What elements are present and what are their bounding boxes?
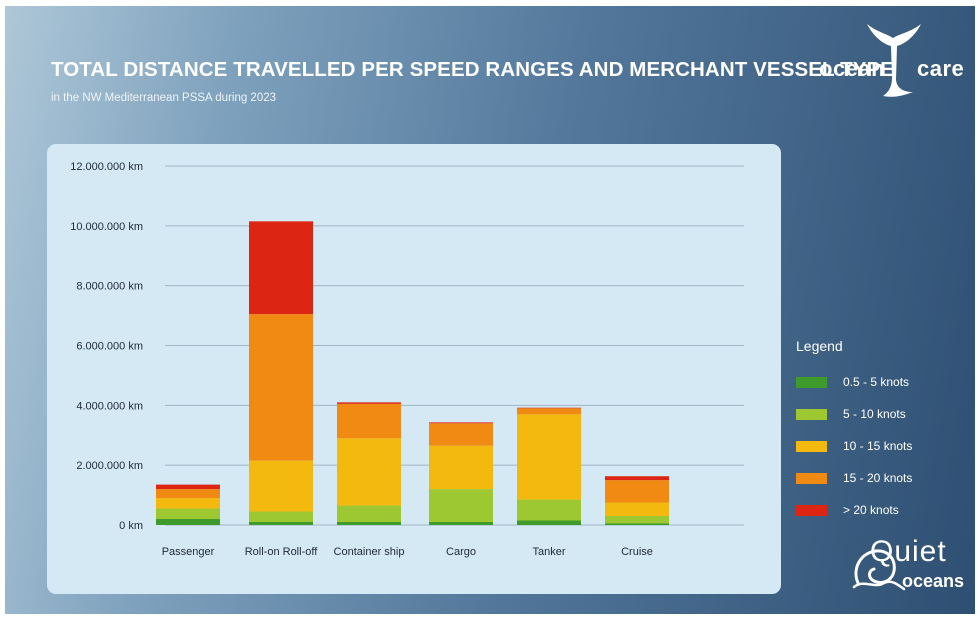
- bar-segment: [429, 423, 493, 446]
- bar-segment: [249, 314, 313, 461]
- quietoceans-logo: Quiet oceans: [848, 535, 973, 605]
- legend-title: Legend: [796, 338, 843, 354]
- bar-segment: [156, 519, 220, 525]
- legend: Legend 0.5 - 5 knots 5 - 10 knots 10 - 15 …: [796, 338, 966, 526]
- bar-segment: [605, 480, 669, 503]
- x-tick-label: Roll-on Roll-off: [245, 546, 318, 558]
- bar-segment: [429, 522, 493, 525]
- legend-item: > 20 knots: [796, 494, 966, 526]
- bar-segment: [429, 422, 493, 424]
- bar-segment: [605, 476, 669, 481]
- bar-segment: [249, 221, 313, 315]
- bar-segment: [337, 403, 401, 439]
- bar-segment: [429, 489, 493, 523]
- legend-label: > 20 knots: [843, 503, 899, 517]
- x-tick-label: Cruise: [621, 546, 653, 558]
- y-tick-label: 4.000.000 km: [76, 400, 143, 412]
- chart-panel: 0 km 2.000.000 km 4.000.000 km 6.000.000 km…: [47, 144, 781, 594]
- x-tick-label: Tanker: [532, 546, 565, 558]
- legend-swatch: [796, 376, 827, 388]
- bar-segment: [337, 522, 401, 525]
- stacked-bar-chart: 0 km 2.000.000 km 4.000.000 km 6.000.000 km…: [70, 161, 744, 558]
- quietoceans-logo-line1: Quiet: [870, 535, 947, 568]
- legend-item: 5 - 10 knots: [796, 398, 966, 430]
- chart-title: TOTAL DISTANCE TRAVELLED PER SPEED RANGE…: [51, 58, 895, 81]
- bar-segment: [605, 516, 669, 524]
- bar-segment: [337, 402, 401, 404]
- oceancare-logo-right: care: [917, 56, 965, 81]
- wave-icon: [852, 549, 906, 591]
- legend-swatch: [796, 408, 827, 420]
- bar-segment: [605, 502, 669, 517]
- whale-tail-icon: [867, 24, 921, 97]
- legend-item: 10 - 15 knots: [796, 430, 966, 462]
- bar-segment: [517, 414, 581, 500]
- legend-swatch: [796, 472, 827, 484]
- bar-segment: [156, 508, 220, 520]
- bar-segment: [517, 499, 581, 521]
- legend-label: 15 - 20 knots: [843, 471, 913, 485]
- x-tick-label: Cargo: [446, 546, 476, 558]
- bar-segment: [337, 505, 401, 523]
- bar-segment: [429, 445, 493, 490]
- bar-segment: [605, 523, 669, 525]
- oceancare-logo: ocean care: [815, 22, 965, 102]
- bar-segment: [249, 460, 313, 512]
- bar-segment: [156, 489, 220, 499]
- legend-item: 0.5 - 5 knots: [796, 366, 966, 398]
- y-tick-label: 2.000.000 km: [76, 460, 143, 472]
- bar-segment: [517, 520, 581, 525]
- quietoceans-logo-line2: oceans: [902, 571, 965, 591]
- chart-subtitle: in the NW Mediterranean PSSA during 2023: [51, 92, 277, 104]
- y-tick-label: 0 km: [119, 520, 143, 532]
- bar-segment: [249, 511, 313, 523]
- bar-segment: [337, 438, 401, 506]
- legend-label: 10 - 15 knots: [843, 439, 913, 453]
- oceancare-logo-left: ocean: [819, 56, 886, 81]
- x-tick-label: Container ship: [334, 546, 405, 558]
- legend-item: 15 - 20 knots: [796, 462, 966, 494]
- bar-segment: [517, 407, 581, 409]
- legend-swatch: [796, 440, 827, 452]
- legend-items: 0.5 - 5 knots 5 - 10 knots 10 - 15 knots 15…: [796, 366, 966, 526]
- y-tick-label: 8.000.000 km: [76, 281, 143, 293]
- legend-label: 0.5 - 5 knots: [843, 375, 910, 389]
- y-tick-label: 12.000.000 km: [70, 161, 143, 173]
- bar-segment: [517, 408, 581, 415]
- bar-segment: [156, 484, 220, 490]
- legend-label: 5 - 10 knots: [843, 407, 906, 421]
- bar-segment: [156, 498, 220, 509]
- y-tick-label: 6.000.000 km: [76, 341, 143, 353]
- legend-swatch: [796, 504, 827, 516]
- bar-segment: [249, 522, 313, 525]
- y-tick-label: 10.000.000 km: [70, 221, 143, 233]
- x-tick-label: Passenger: [162, 546, 215, 558]
